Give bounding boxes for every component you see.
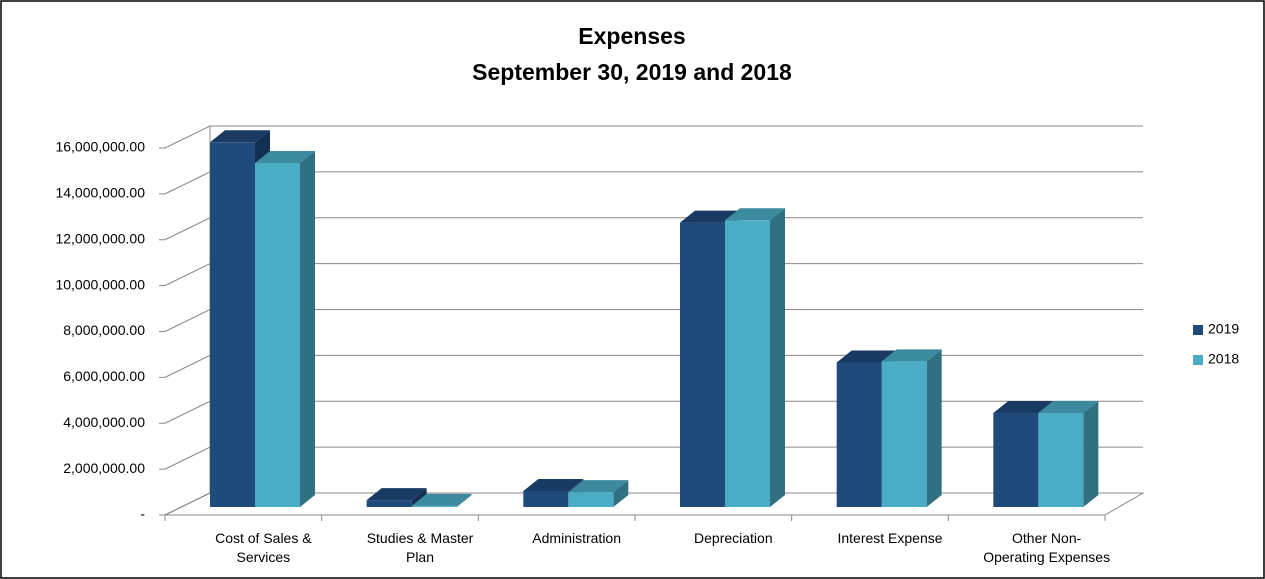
bar-front: [1038, 412, 1084, 507]
x-tick-label: Interest Expense: [837, 530, 943, 546]
legend-swatch: [1193, 355, 1203, 365]
bar-front: [255, 162, 300, 507]
bar-front: [836, 362, 882, 507]
bar-top: [366, 488, 427, 501]
bar: [881, 349, 942, 507]
y-tick-label: -: [140, 506, 145, 522]
bar-top: [255, 150, 315, 163]
bar-top: [993, 400, 1054, 413]
bar-top: [411, 493, 472, 506]
bar: [1038, 400, 1099, 507]
x-tick-label: Administration: [532, 530, 621, 546]
bar-front: [725, 220, 770, 507]
x-tick-label: Other Non-Operating Expenses: [983, 530, 1111, 565]
bar-top: [568, 480, 629, 493]
x-tick-label: Studies & Master Plan: [366, 530, 474, 565]
chart-subtitle: September 30, 2019 and 2018: [472, 59, 792, 85]
bar-top: [1038, 400, 1099, 413]
bar-top: [523, 478, 584, 491]
bar-side: [1083, 400, 1099, 507]
bar-top: [680, 210, 740, 223]
bar-side: [770, 208, 785, 507]
y-tick-label: 4,000,000.00: [63, 414, 145, 430]
legend-label: 2019: [1208, 321, 1239, 337]
bar-front: [366, 500, 412, 507]
bar-front: [210, 142, 255, 507]
bar-front: [523, 490, 569, 507]
y-tick-label: 8,000,000.00: [63, 322, 145, 338]
bar-front: [881, 361, 927, 507]
bar-top: [210, 130, 270, 143]
bar: [725, 208, 785, 507]
bar-front: [568, 492, 614, 507]
bar-top: [836, 350, 897, 363]
bar-side: [411, 488, 427, 507]
bar-front: [680, 222, 725, 507]
y-tick-label: 10,000,000.00: [55, 276, 145, 292]
y-tick-label: 16,000,000.00: [55, 139, 145, 155]
chart-title: Expenses: [578, 23, 685, 49]
bar: [255, 150, 315, 507]
bar-side: [926, 349, 942, 507]
bar-front: [993, 412, 1039, 507]
y-tick-label: 12,000,000.00: [55, 230, 145, 246]
bar-top: [881, 349, 942, 362]
bar: [366, 488, 427, 507]
bar: [568, 480, 629, 507]
legend-swatch: [1193, 325, 1203, 335]
bar-side: [456, 493, 472, 507]
bar-side: [613, 480, 629, 507]
bar-front: [411, 505, 457, 507]
y-tick-label: 6,000,000.00: [63, 368, 145, 384]
x-tick-label: Depreciation: [694, 530, 773, 546]
y-tick-label: 14,000,000.00: [55, 185, 145, 201]
bar-side: [300, 150, 315, 507]
y-tick-label: 2,000,000.00: [63, 460, 145, 476]
bar: [411, 493, 472, 507]
x-tick-label: Cost of Sales & Services: [215, 530, 312, 565]
bar-top: [725, 208, 785, 221]
grid-line: [164, 125, 1143, 149]
legend-label: 2018: [1208, 351, 1239, 367]
